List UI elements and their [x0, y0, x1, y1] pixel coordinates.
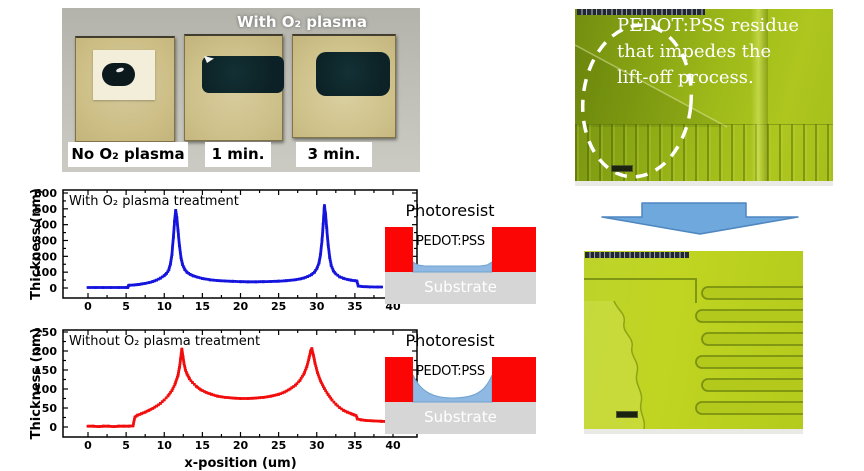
film-edge-line	[613, 300, 646, 429]
x-tick-label: 20	[233, 300, 249, 313]
substrate-label: Substrate	[424, 278, 497, 296]
y-tick-label: 250	[34, 326, 57, 339]
residue-annotation-line1: PEDOT:PSS residue	[617, 15, 800, 36]
y-axis-title: Thickness (nm)	[29, 328, 44, 440]
liftoff-schematic-without-plasma: Photoresist PEDOT:PSS Substrate	[385, 331, 537, 435]
x-tick-label: 0	[84, 300, 92, 313]
sample-inner-card	[93, 50, 155, 100]
y-tick-label: 200	[34, 250, 57, 263]
y-tick-label: 500	[34, 203, 57, 216]
pedot-film	[316, 52, 390, 96]
substrate-label: Substrate	[424, 408, 497, 426]
data-series	[86, 204, 383, 289]
x-tick-label: 30	[309, 439, 325, 452]
sample-label-no-plasma: No O₂ plasma	[68, 142, 188, 167]
sample-photo-1min	[184, 34, 284, 141]
scale-bar	[616, 411, 638, 418]
y-tick-label: 100	[34, 383, 57, 396]
electrode-fingers	[695, 286, 803, 415]
y-tick-label: 600	[34, 187, 57, 200]
film-glint	[204, 56, 214, 63]
y-tick-label: 0	[49, 282, 57, 295]
x-tick-label: 25	[271, 300, 286, 313]
x-tick-label: 5	[122, 439, 130, 452]
microscope-image-residue: PEDOT:PSS residue that impedes the lift-…	[575, 9, 833, 181]
data-series	[86, 347, 395, 428]
sample-label-3min: 3 min.	[296, 142, 372, 167]
scale-bar	[611, 165, 633, 172]
thickness-chart-with-plasma: 0 5 10 15 20 25 30 35 400100200300400500600Thick…	[29, 187, 418, 313]
x-tick-label: 30	[309, 300, 325, 313]
residue-annotation-line3: lift-off process.	[617, 67, 754, 88]
photoresist-block-left	[385, 227, 413, 272]
pedot-pss-layer-thin	[412, 261, 493, 273]
y-tick-label: 0	[49, 421, 57, 434]
x-tick-label: 35	[347, 439, 362, 452]
y-tick-label: 100	[34, 266, 57, 279]
sample-photo-panel: With O₂ plasma No O₂ plasma 1 min. 3 min…	[62, 8, 420, 172]
electrode-bus-line	[584, 278, 697, 303]
residue-annotation-line2: that impedes the	[617, 41, 772, 62]
chart-annotation: Without O₂ plasma treatment	[69, 334, 260, 349]
sample-label-1min: 1 min.	[205, 142, 271, 167]
photoresist-block-right	[492, 227, 536, 272]
bright-stripe	[751, 9, 768, 181]
x-tick-label: 20	[233, 439, 249, 452]
pedot-droplet	[102, 63, 135, 86]
down-arrow	[601, 202, 799, 235]
sample-photo-no-plasma	[75, 36, 175, 142]
axis-ticks	[63, 330, 417, 437]
film-edge-region	[584, 301, 645, 429]
film-boundary-line	[575, 44, 728, 128]
photoresist-block-right	[492, 357, 536, 402]
y-tick-label: 300	[34, 235, 57, 248]
microscope-toolbar	[577, 9, 705, 15]
y-tick-label: 50	[42, 402, 58, 415]
x-tick-label: 35	[347, 300, 362, 313]
photo-panel-title: With O₂ plasma	[237, 13, 367, 31]
sample-photo-3min	[292, 34, 396, 138]
substrate-block	[385, 272, 536, 304]
pedot-pss-label: PEDOT:PSS	[416, 234, 485, 249]
pedot-film	[202, 56, 284, 93]
x-tick-label: 10	[157, 439, 173, 452]
y-tick-label: 200	[34, 345, 57, 358]
y-tick-label: 400	[34, 219, 57, 232]
substrate-block	[385, 402, 536, 434]
x-tick-label: 5	[122, 300, 130, 313]
x-tick-label: 15	[195, 439, 210, 452]
microscope-toolbar	[585, 252, 689, 258]
x-tick-label: 15	[195, 300, 210, 313]
x-tick-label: 0	[84, 439, 92, 452]
x-axis-title: x-position (um)	[184, 456, 296, 471]
thickness-chart-without-plasma: 0 5 10 15 20 25 30 35 40 0 50 100 150 200 250Thickness…	[29, 326, 418, 471]
photoresist-label: Photoresist	[405, 201, 495, 220]
pedot-pss-label: PEDOT:PSS	[416, 364, 485, 379]
y-axis-title: Thickness (nm)	[29, 188, 44, 300]
pedot-pss-layer-meniscus	[412, 374, 493, 403]
liftoff-schematic-with-plasma: Photoresist PEDOT:PSS Substrate	[385, 201, 537, 305]
dashed-ellipse-annotation	[580, 23, 694, 179]
x-tick-label: 40	[385, 439, 401, 452]
y-tick-label: 150	[34, 364, 57, 377]
droplet-glint	[115, 66, 125, 74]
x-tick-label: 25	[271, 439, 286, 452]
chart-annotation: With O₂ plasma treatment	[69, 194, 239, 209]
microscope-image-clean	[584, 251, 803, 429]
residue-annotation: PEDOT:PSS residue that impedes the lift-…	[617, 13, 833, 91]
photo-edge-strip	[575, 181, 833, 186]
x-tick-label: 10	[157, 300, 173, 313]
photoresist-label: Photoresist	[405, 331, 495, 350]
photo-edge-strip	[584, 429, 803, 434]
photoresist-block-left	[385, 357, 413, 402]
